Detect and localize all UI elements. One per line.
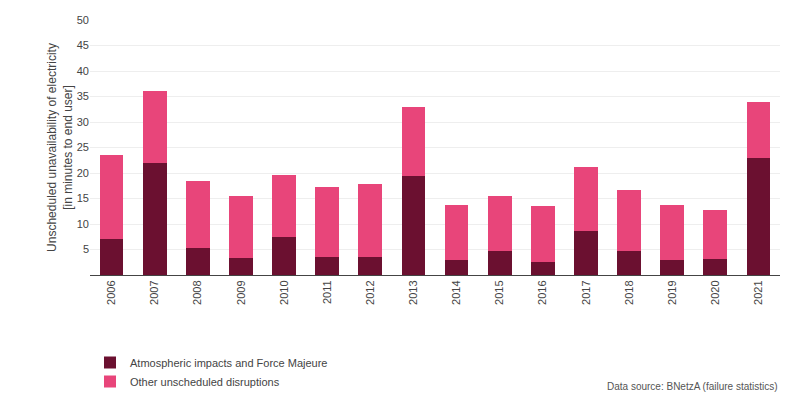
svg-text:45: 45	[77, 39, 89, 51]
svg-text:Data source: BNetzA (failure s: Data source: BNetzA (failure statistics)	[607, 381, 778, 392]
svg-text:2016: 2016	[536, 280, 548, 304]
svg-text:2006: 2006	[105, 280, 117, 304]
svg-text:5: 5	[83, 243, 89, 255]
svg-text:Other unscheduled disruptions: Other unscheduled disruptions	[130, 376, 280, 388]
svg-text:2013: 2013	[407, 280, 419, 304]
svg-text:2012: 2012	[364, 280, 376, 304]
svg-text:2021: 2021	[752, 280, 764, 304]
svg-text:25: 25	[77, 141, 89, 153]
svg-text:15: 15	[77, 192, 89, 204]
svg-text:2011: 2011	[321, 280, 333, 304]
svg-text:2014: 2014	[450, 280, 462, 304]
svg-text:2018: 2018	[623, 280, 635, 304]
svg-text:2009: 2009	[235, 280, 247, 304]
svg-text:2020: 2020	[709, 280, 721, 304]
svg-text:Atmospheric impacts and Force: Atmospheric impacts and Force Majeure	[130, 357, 327, 369]
svg-text:2019: 2019	[666, 280, 678, 304]
svg-text:2015: 2015	[493, 280, 505, 304]
svg-text:2007: 2007	[148, 280, 160, 304]
svg-text:35: 35	[77, 90, 89, 102]
svg-text:30: 30	[77, 116, 89, 128]
svg-text:2008: 2008	[191, 280, 203, 304]
svg-text:2017: 2017	[580, 280, 592, 304]
svg-text:10: 10	[77, 218, 89, 230]
svg-text:2010: 2010	[278, 280, 290, 304]
svg-text:40: 40	[77, 65, 89, 77]
svg-text:50: 50	[77, 14, 89, 26]
svg-text:Unscheduled unavailability of: Unscheduled unavailability of electricit…	[45, 43, 75, 252]
svg-text:20: 20	[77, 167, 89, 179]
